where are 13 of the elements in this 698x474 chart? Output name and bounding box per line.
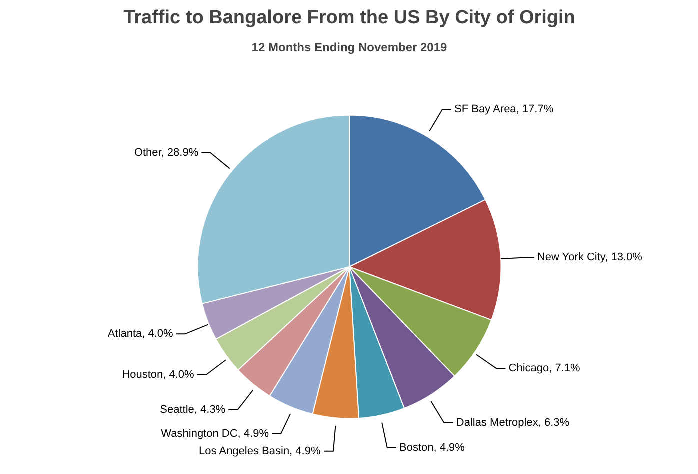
slice-label: Chicago, 7.1%: [508, 362, 581, 375]
slice-label: Los Angeles Basin, 4.9%: [199, 445, 321, 458]
slice-label: Dallas Metroplex, 6.3%: [456, 417, 570, 430]
slice-label: Atlanta, 4.0%: [108, 328, 174, 340]
chart-title: Traffic to Bangalore From the US By City of Origin: [124, 8, 576, 28]
slice-label: New York City, 13.0%: [537, 252, 643, 264]
slice-label: Houston, 4.0%: [122, 368, 195, 381]
slice-label: SF Bay Area, 17.7%: [454, 104, 554, 116]
slice-label: Other, 28.9%: [134, 147, 199, 160]
chart-subtitle: 12 Months Ending November 2019: [252, 40, 448, 54]
slice-label: Boston, 4.9%: [399, 442, 466, 454]
slice-label: Seattle, 4.3%: [160, 404, 226, 416]
slice-label: Washington DC, 4.9%: [161, 428, 270, 440]
